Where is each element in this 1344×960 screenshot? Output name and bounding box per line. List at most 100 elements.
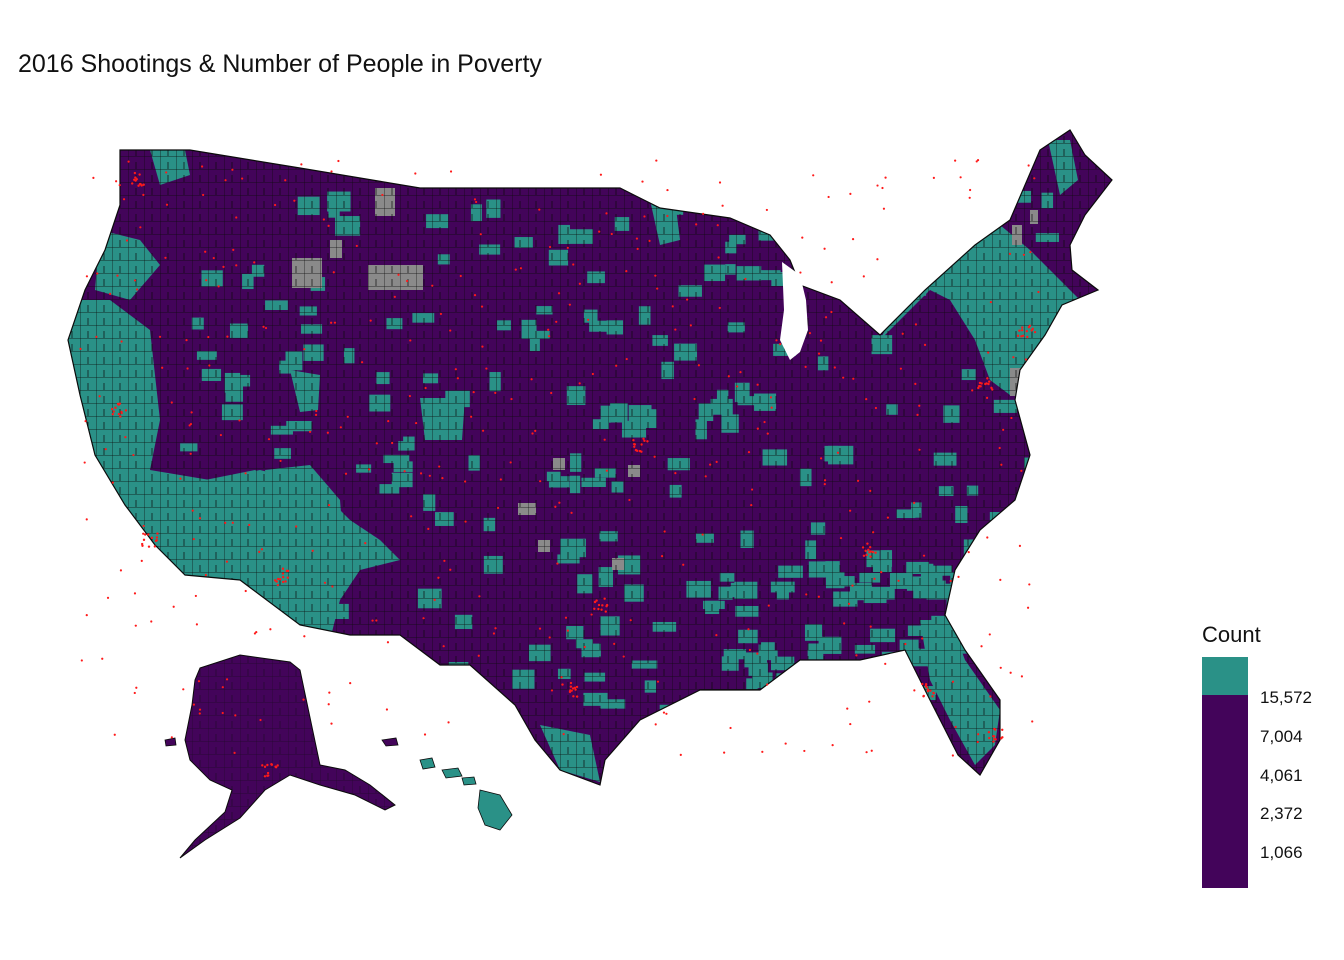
shooting-point [986, 377, 989, 380]
teal-county [799, 197, 813, 210]
shooting-point [803, 749, 806, 753]
shooting-point [449, 170, 453, 173]
shooting-point [355, 244, 358, 248]
teal-county [839, 661, 856, 676]
shooting-point [387, 419, 390, 423]
shooting-point [846, 707, 849, 710]
shooting-point [823, 247, 826, 250]
shooting-point [419, 472, 423, 475]
teal-county [419, 689, 437, 700]
shooting-point [479, 233, 482, 236]
shooting-point [548, 636, 551, 639]
shooting-point [921, 682, 924, 686]
shooting-point [968, 196, 971, 199]
shooting-point [629, 619, 632, 622]
shooting-point [331, 585, 334, 588]
shooting-point [95, 335, 98, 338]
shooting-point [856, 479, 860, 482]
shooting-point [449, 329, 452, 332]
shooting-point [147, 545, 151, 548]
shooting-point [868, 551, 871, 554]
shooting-point [852, 377, 855, 380]
shooting-point [750, 503, 753, 507]
shooting-point [197, 680, 201, 683]
shooting-point [1027, 164, 1030, 167]
shooting-point [709, 463, 712, 466]
shooting-point [625, 270, 628, 273]
shooting-point [557, 292, 561, 295]
shooting-point [575, 685, 579, 689]
shooting-point [615, 364, 618, 367]
shooting-point [273, 203, 277, 207]
shooting-point [1031, 720, 1034, 723]
shooting-point [865, 553, 868, 557]
shooting-point [926, 688, 930, 691]
shooting-point [865, 398, 868, 401]
shooting-point [925, 685, 928, 689]
shooting-point [371, 619, 374, 622]
shooting-point [1010, 416, 1013, 420]
shooting-point [118, 183, 121, 187]
shooting-point [610, 232, 613, 236]
legend-label: 4,061 [1260, 766, 1303, 785]
shooting-point [569, 681, 573, 685]
shooting-point [993, 737, 996, 741]
shooting-point [913, 501, 916, 504]
shooting-point [978, 384, 981, 388]
shooting-point [232, 248, 235, 251]
shooting-point [473, 293, 477, 297]
shooting-point [922, 695, 925, 698]
shooting-point [876, 258, 879, 261]
alaska [164, 654, 399, 859]
shooting-point [977, 733, 980, 736]
shooting-point [375, 619, 378, 622]
shooting-point [85, 613, 88, 617]
shooting-point [106, 596, 110, 599]
shooting-point [929, 689, 932, 692]
shooting-point [496, 506, 500, 510]
shooting-point [427, 527, 430, 530]
shooting-point [119, 569, 123, 572]
shooting-point [200, 165, 204, 168]
shooting-point [578, 382, 581, 385]
shooting-point [122, 198, 126, 201]
shooting-point [156, 532, 159, 535]
shooting-point [716, 224, 719, 227]
shooting-point [931, 695, 934, 698]
shooting-point [666, 188, 669, 192]
shooting-point [133, 178, 136, 181]
shooting-point [414, 172, 417, 175]
shooting-point [480, 305, 484, 308]
shooting-point [568, 303, 571, 306]
shooting-point [636, 247, 639, 251]
shooting-point [135, 177, 138, 181]
shooting-point [671, 305, 674, 308]
shooting-point [147, 533, 150, 536]
shooting-point [278, 577, 282, 581]
shooting-point [1012, 356, 1015, 359]
shooting-point [492, 632, 496, 635]
shooting-points [79, 159, 1040, 778]
shooting-point [212, 256, 215, 260]
shooting-point [142, 183, 145, 186]
shooting-point [601, 604, 604, 607]
shooting-point [164, 256, 167, 259]
shooting-point [266, 763, 269, 767]
shooting-point [715, 634, 718, 637]
shooting-point [202, 193, 205, 197]
shooting-point [569, 685, 573, 688]
shooting-point [195, 623, 198, 626]
shooting-point [873, 577, 876, 580]
shooting-point [165, 171, 168, 174]
shooting-point [654, 723, 657, 726]
shooting-point [697, 364, 700, 367]
shooting-point [674, 328, 677, 331]
shooting-point [756, 652, 759, 655]
shooting-point [281, 580, 285, 584]
teal-county [946, 599, 969, 614]
shooting-point [922, 554, 926, 557]
shooting-point [640, 443, 643, 446]
shooting-point [959, 176, 962, 179]
shooting-point [605, 212, 608, 215]
shooting-point [954, 159, 957, 162]
